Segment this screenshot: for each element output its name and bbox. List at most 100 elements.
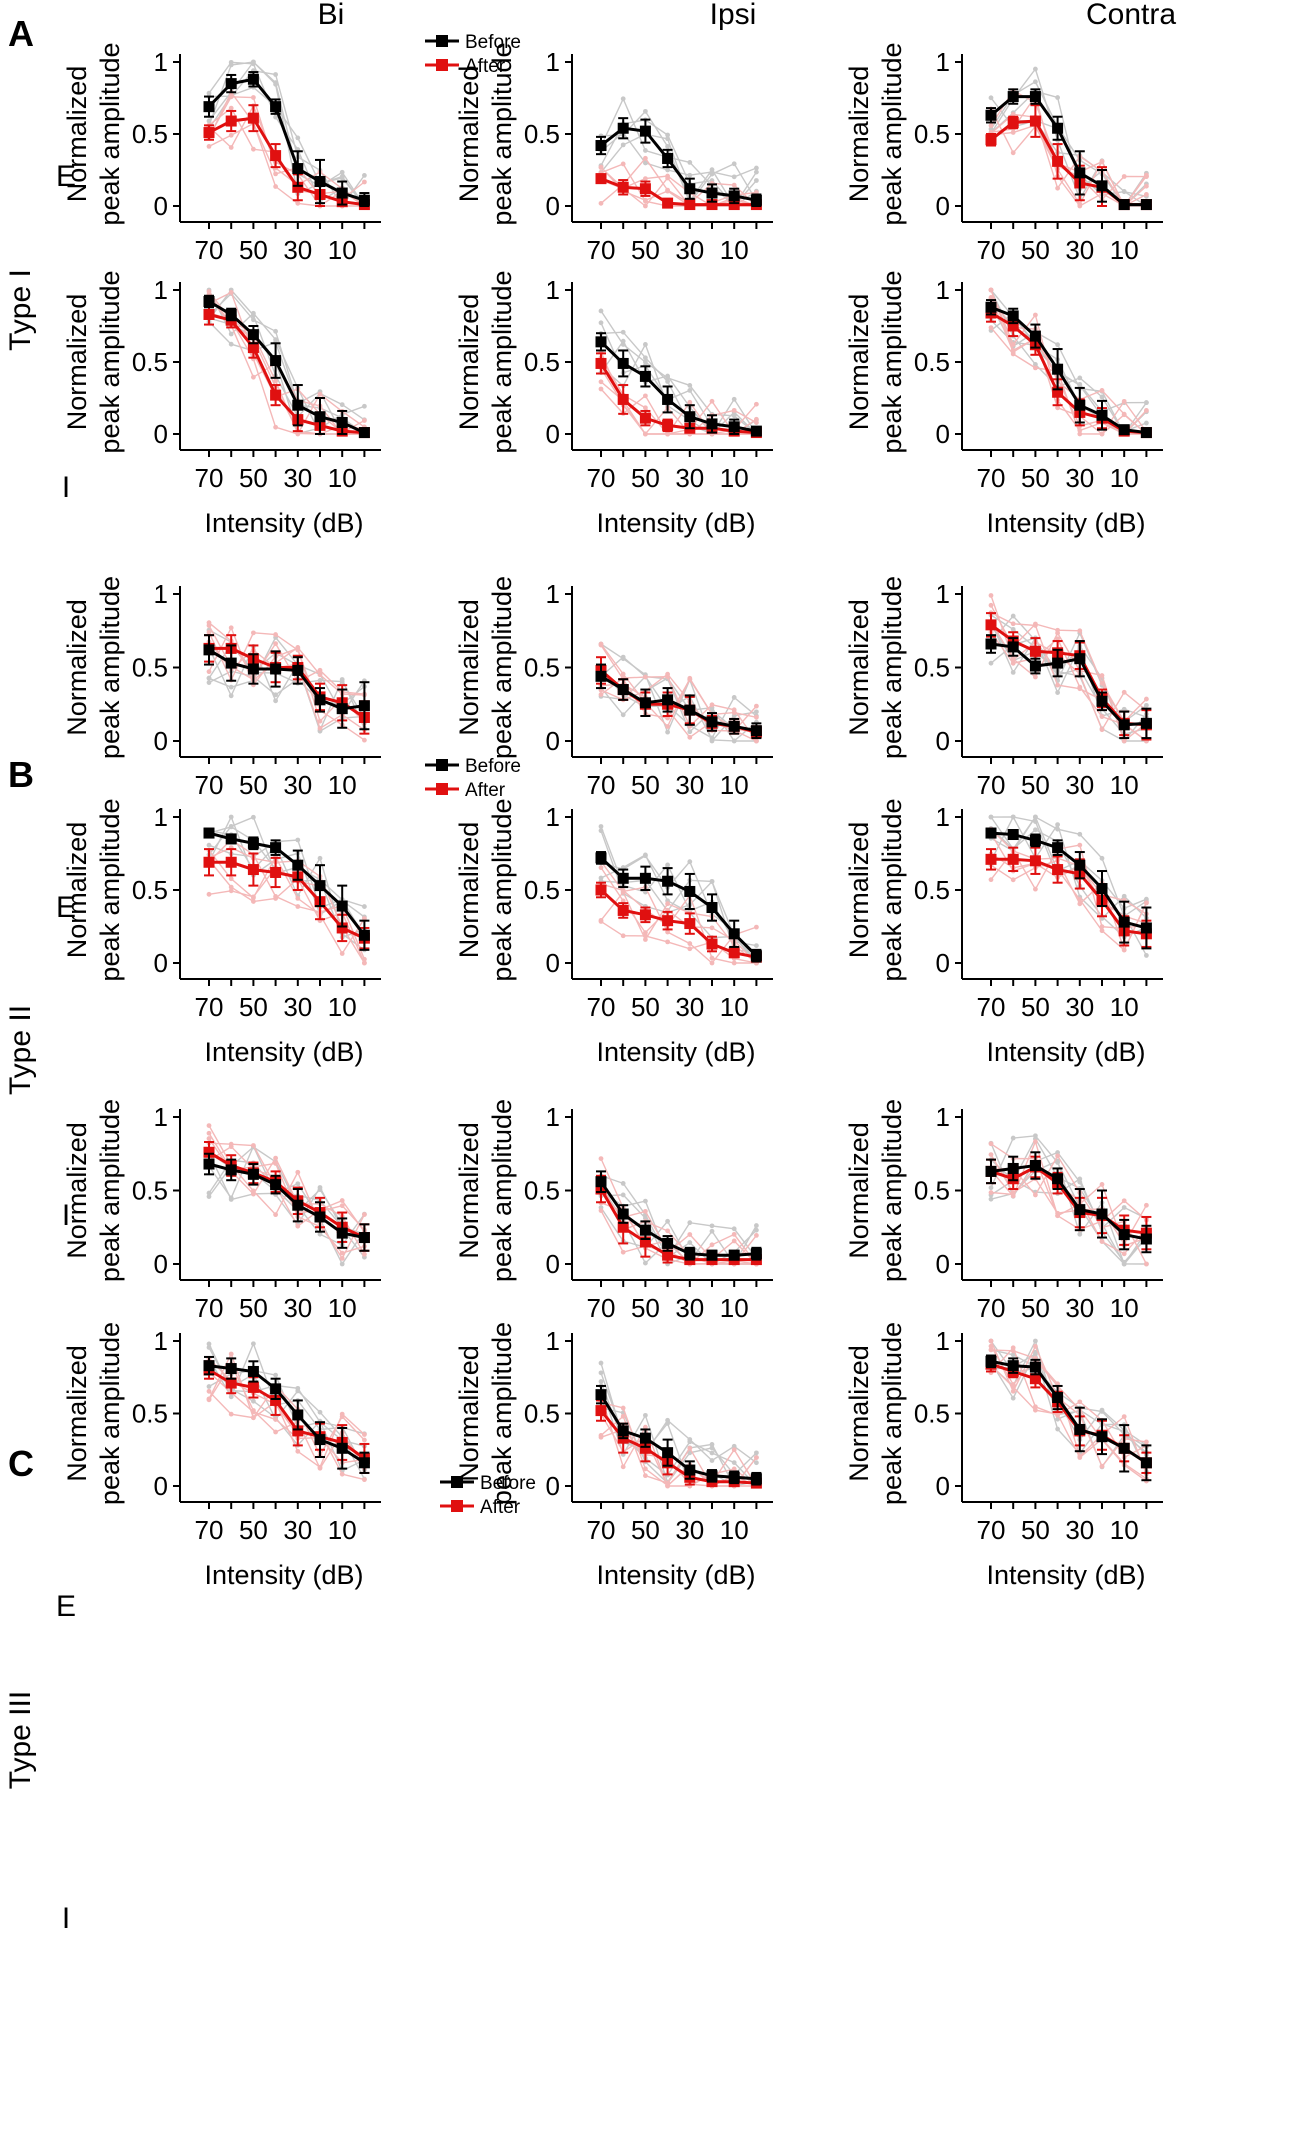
data-point-before <box>270 842 282 854</box>
x-tick-label: 70 <box>195 992 224 1022</box>
panel-b-e-bi: 0 0.5 1 70 50 30 10 Normalized peak amplitude <box>62 576 381 800</box>
data-point-after <box>639 1236 651 1248</box>
individual-trace-after <box>600 1395 757 1487</box>
data-point-before <box>1118 719 1130 731</box>
individual-point-before <box>273 698 278 704</box>
individual-point-after <box>988 1141 994 1147</box>
y-tick-label: 1 <box>546 1326 560 1356</box>
individual-point-after <box>251 146 256 152</box>
individual-point-after <box>1055 636 1060 642</box>
individual-point-after <box>1055 682 1060 688</box>
y-tick-label: 1 <box>154 1326 168 1356</box>
individual-point-after <box>1099 1463 1105 1469</box>
individual-point-after <box>665 187 670 193</box>
individual-point-after <box>598 386 604 392</box>
individual-point-before <box>754 943 759 948</box>
data-point-after <box>684 918 696 930</box>
data-point-before <box>595 670 607 682</box>
y-axis-label-line1: Normalized <box>62 66 92 203</box>
individual-point-after <box>1077 431 1083 437</box>
panel-c-e-contra: 0 0.5 1 70 50 30 10 Normalized peak amplitude <box>844 1099 1163 1323</box>
data-point-before <box>1052 363 1064 375</box>
data-point-before <box>639 872 651 884</box>
individual-point-after <box>643 1208 648 1214</box>
y-axis-label-line1: Normalized <box>844 599 874 736</box>
data-point-before <box>617 1208 629 1220</box>
data-point-before <box>225 657 237 669</box>
data-point-after <box>985 619 997 631</box>
data-point-after <box>639 909 651 921</box>
y-axis-label-line1: Normalized <box>454 66 484 203</box>
individual-point-after <box>1099 673 1105 678</box>
individual-point-before <box>206 1384 212 1389</box>
individual-point-before <box>295 135 301 141</box>
data-point-before <box>203 101 215 113</box>
x-tick-label: 70 <box>587 1293 616 1323</box>
individual-point-before <box>665 167 670 173</box>
individual-point-before <box>709 1445 715 1451</box>
individual-point-after <box>362 179 367 185</box>
x-tick-label: 70 <box>587 992 616 1022</box>
data-point-before <box>617 684 629 696</box>
y-axis-label-line2: peak amplitude <box>95 270 125 453</box>
individual-point-before <box>1033 1133 1038 1139</box>
data-point-before <box>1096 1208 1108 1220</box>
data-point-before <box>985 827 997 839</box>
individual-point-after <box>754 1233 759 1238</box>
individual-point-before <box>687 159 693 165</box>
individual-point-after <box>643 674 648 680</box>
individual-point-after <box>1121 174 1127 179</box>
individual-point-before <box>1099 855 1105 861</box>
individual-point-before <box>228 823 234 829</box>
individual-point-before <box>206 680 212 685</box>
data-point-before <box>662 875 674 887</box>
individual-point-after <box>362 1437 367 1443</box>
data-point-before <box>1007 829 1019 841</box>
individual-point-after <box>598 1432 604 1438</box>
data-point-after <box>728 199 740 211</box>
y-axis-label-line2: peak amplitude <box>877 1322 907 1505</box>
panel-b-e-ipsi: 0 0.5 1 70 50 30 10 Normalized peak amplitude <box>454 576 773 800</box>
individual-point-before <box>317 1409 323 1415</box>
individual-point-before <box>228 814 234 820</box>
data-point-after <box>662 915 674 927</box>
x-tick-label: 50 <box>1021 992 1050 1022</box>
individual-trace-after <box>990 297 1147 436</box>
individual-point-after <box>295 200 301 206</box>
individual-point-before <box>1055 1150 1060 1155</box>
individual-point-after <box>1144 696 1149 702</box>
x-axis-label: Intensity (dB) <box>204 1037 363 1067</box>
individual-trace-after <box>990 1364 1147 1480</box>
x-tick-label: 10 <box>720 1515 749 1545</box>
individual-point-after <box>1121 689 1127 695</box>
individual-point-before <box>643 1260 648 1266</box>
individual-trace-after <box>990 1349 1148 1475</box>
individual-point-before <box>731 174 737 180</box>
panel-a-e-contra: 0 0.5 1 70 50 30 10 Normalized peak amplitude <box>844 42 1163 265</box>
individual-point-after <box>643 937 648 942</box>
individual-point-after <box>1010 1193 1016 1199</box>
individual-point-before <box>339 169 345 175</box>
individual-point-after <box>273 1161 278 1166</box>
individual-point-after <box>709 960 715 966</box>
data-point-before <box>1140 1457 1152 1469</box>
y-tick-label: 0.5 <box>524 1399 560 1429</box>
individual-point-before <box>317 1185 323 1190</box>
x-tick-label: 30 <box>675 1515 704 1545</box>
individual-point-before <box>665 1218 670 1224</box>
individual-point-after <box>731 1238 737 1244</box>
individual-point-after <box>251 899 256 904</box>
individual-point-before <box>754 1227 759 1233</box>
data-point-before <box>728 720 740 732</box>
individual-point-before <box>754 1450 759 1456</box>
legend-before-label: Before <box>480 1473 536 1494</box>
individual-point-before <box>1033 827 1038 833</box>
individual-point-before <box>1010 669 1016 675</box>
data-point-before <box>750 1248 762 1260</box>
individual-point-after <box>1144 1261 1149 1267</box>
y-tick-label: 1 <box>154 47 168 77</box>
individual-point-before <box>1121 1205 1127 1210</box>
individual-point-after <box>206 891 212 897</box>
x-tick-label: 70 <box>977 770 1006 800</box>
individual-point-after <box>709 1242 715 1248</box>
